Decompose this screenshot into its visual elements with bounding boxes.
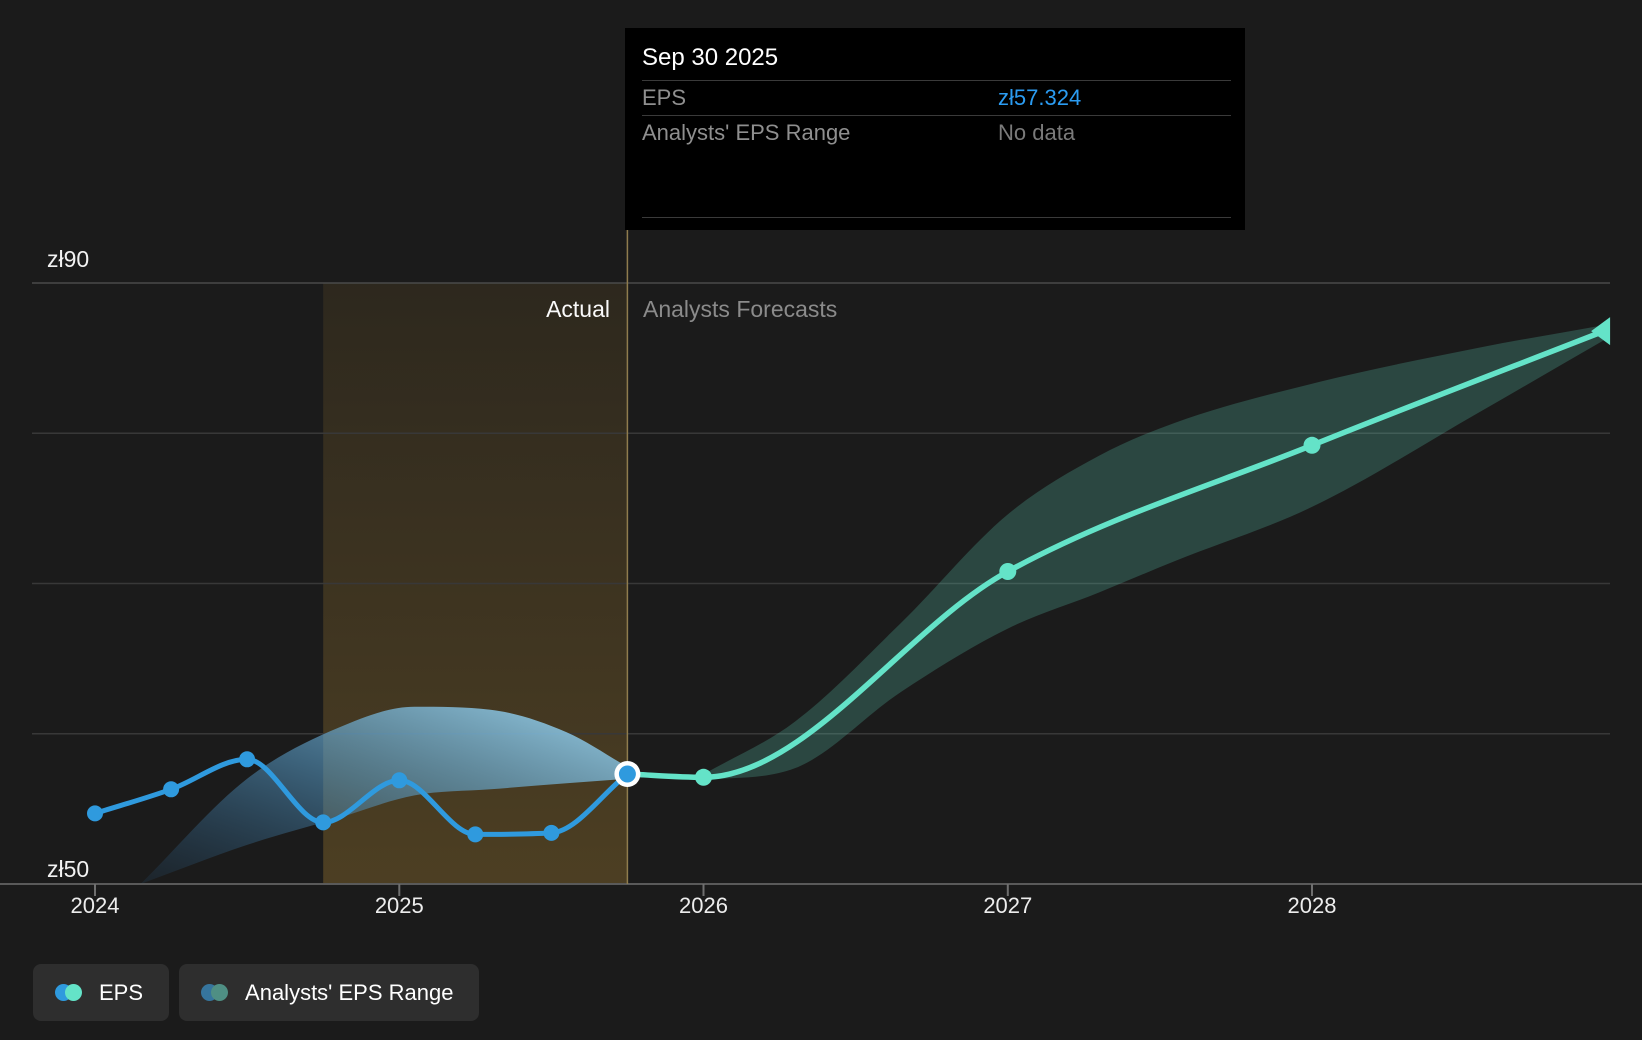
legend: EPS Analysts' EPS Range <box>33 964 480 1021</box>
selected-data-point[interactable] <box>618 765 636 783</box>
actual-data-point[interactable] <box>315 814 332 831</box>
tooltip-separator <box>642 115 1231 116</box>
actual-data-point[interactable] <box>391 772 408 789</box>
analysts-range-band-historical <box>140 706 628 884</box>
tooltip-spacer <box>625 150 1245 217</box>
phase-label-actual: Actual <box>546 296 610 322</box>
forecast-data-point[interactable] <box>999 563 1017 580</box>
tooltip: Sep 30 2025 EPS zł57.324 Analysts' EPS R… <box>625 28 1245 230</box>
tooltip-row-range: Analysts' EPS Range No data <box>625 116 1245 150</box>
actual-data-point[interactable] <box>163 781 180 798</box>
tooltip-row-value: zł57.324 <box>998 85 1082 110</box>
forecast-end-cap-icon <box>1591 317 1611 346</box>
actual-data-point[interactable] <box>239 751 256 768</box>
forecast-data-point[interactable] <box>1303 436 1321 454</box>
tooltip-separator <box>642 80 1231 81</box>
legend-item-label: Analysts' EPS Range <box>245 979 454 1005</box>
eps-series-swatch-icon <box>55 984 82 1001</box>
legend-item-analysts-eps-range[interactable]: Analysts' EPS Range <box>179 964 480 1021</box>
range-series-swatch-icon <box>201 984 229 1001</box>
actual-data-point[interactable] <box>467 826 484 843</box>
y-axis-label-90: zł90 <box>47 246 90 272</box>
actual-data-point[interactable] <box>543 824 560 841</box>
legend-item-eps[interactable]: EPS <box>33 964 170 1021</box>
y-axis-label-50: zł50 <box>47 856 90 882</box>
tooltip-row-value: No data <box>998 120 1076 145</box>
teal-dot-icon <box>65 984 82 1001</box>
actual-data-point[interactable] <box>87 805 103 822</box>
tooltip-row-label: EPS <box>642 85 687 110</box>
tooltip-row-label: Analysts' EPS Range <box>642 120 851 145</box>
legend-item-label: EPS <box>99 979 144 1005</box>
tooltip-title: Sep 30 2025 <box>642 44 779 71</box>
tooltip-separator <box>642 217 1231 218</box>
phase-label-forecast: Analysts Forecasts <box>643 296 838 322</box>
forecast-data-point[interactable] <box>695 768 712 786</box>
muted-teal-dot-icon <box>211 984 229 1001</box>
tooltip-row-eps: EPS zł57.324 <box>625 81 1245 115</box>
analysts-range-band-forecast <box>703 325 1605 781</box>
